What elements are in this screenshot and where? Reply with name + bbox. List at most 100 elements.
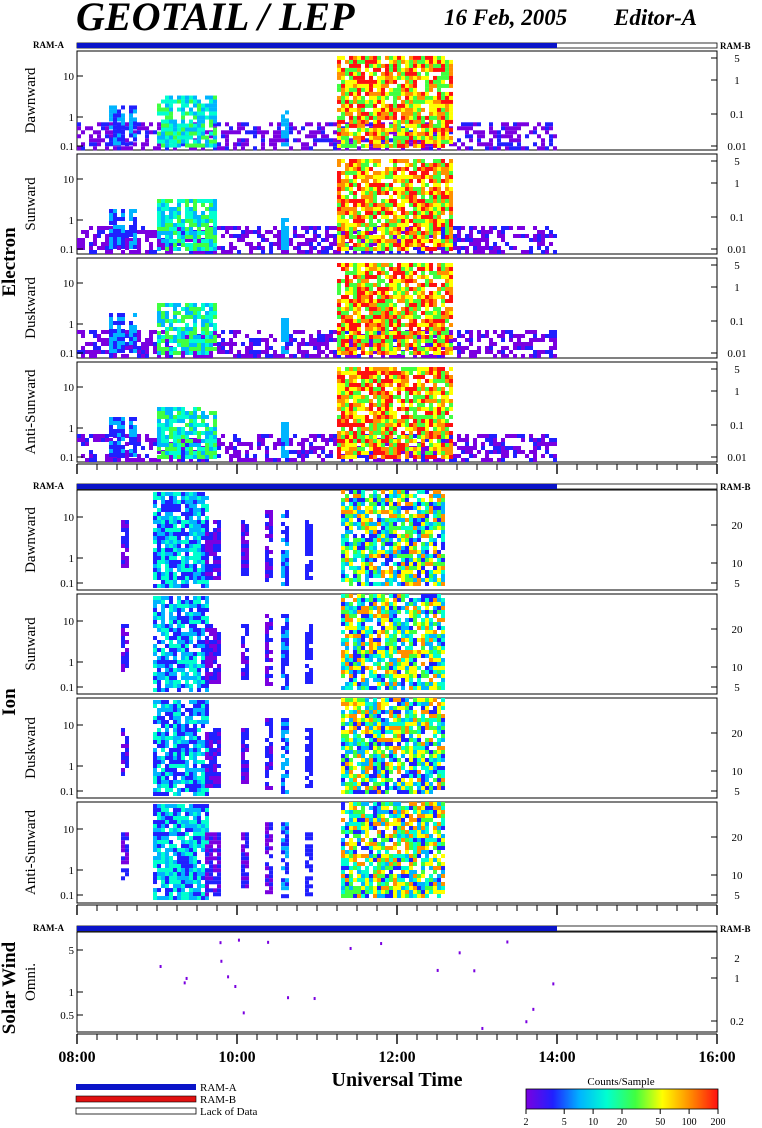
spectrogram-cell: [489, 246, 493, 250]
spectrogram-cell: [157, 450, 161, 454]
y-tick-label-right: 5: [734, 53, 740, 65]
spectrogram-cell: [449, 75, 453, 80]
spectrogram-cell: [209, 211, 213, 215]
spectrogram-cell: [437, 159, 441, 163]
spectrogram-cell: [409, 107, 413, 112]
spectrogram-cell: [397, 63, 401, 68]
spectrogram-cell: [429, 451, 433, 455]
spectrogram-cell: [381, 103, 385, 108]
spectrogram-cell: [349, 315, 353, 319]
spectrogram-cell: [361, 395, 365, 399]
spectrogram-cell: [185, 131, 189, 136]
spectrogram-cell: [393, 271, 397, 275]
spectrogram-cell: [185, 343, 189, 347]
spectrogram-cell: [213, 335, 217, 339]
spectrogram-cell: [409, 135, 413, 140]
spectrogram-cell: [445, 219, 449, 223]
spectrogram-cell: [361, 59, 365, 64]
spectrogram-cell: [157, 455, 161, 459]
spectrogram-cell: [345, 79, 349, 84]
spectrogram-cell: [409, 407, 413, 411]
spectrogram-cell: [309, 338, 313, 342]
spectrogram-cell: [177, 339, 181, 343]
spectrogram-cell: [477, 142, 481, 147]
spectrogram-cell: [389, 323, 393, 327]
spectrogram-cell: [109, 421, 113, 425]
spectrogram-cell: [417, 250, 421, 254]
spectrogram-cell: [361, 235, 365, 239]
spectrogram-cell: [257, 350, 261, 354]
spectrogram-cell: [389, 299, 393, 303]
spectrogram-cell: [369, 354, 373, 358]
spectrogram-cell: [409, 315, 413, 319]
spectrogram-cell: [341, 115, 345, 120]
spectrogram-cell: [373, 299, 377, 303]
spectrogram-cell: [209, 119, 213, 124]
spectrogram-cell: [417, 215, 421, 219]
spectrogram-cell: [485, 242, 489, 246]
spectrogram-cell: [353, 354, 357, 358]
spectrogram-cell: [513, 334, 517, 338]
spectrogram-cell: [425, 75, 429, 80]
spectrogram-cell: [445, 339, 449, 343]
spectrogram-cell: [341, 395, 345, 399]
spectrogram-cell: [357, 395, 361, 399]
spectrogram-cell: [169, 119, 173, 124]
spectrogram-cell: [281, 334, 285, 338]
spectrogram-cell: [325, 346, 329, 350]
spectrogram-cell: [317, 122, 321, 127]
spectrogram-cell: [409, 299, 413, 303]
spectrogram-cell: [197, 343, 201, 347]
spectrogram-cell: [401, 187, 405, 191]
spectrogram-cell: [321, 246, 325, 250]
spectrogram-cell: [445, 291, 449, 295]
spectrogram-cell: [189, 455, 193, 459]
spectrogram-cell: [169, 407, 173, 411]
spectrogram-cell: [253, 230, 257, 234]
spectrogram-cell: [373, 127, 377, 132]
spectrogram-cell: [433, 235, 437, 239]
spectrogram-cell: [349, 167, 353, 171]
spectrogram-cell: [425, 319, 429, 323]
spectrogram-cell: [445, 287, 449, 291]
spectrogram-cell: [193, 123, 197, 128]
spectrogram-cell: [357, 327, 361, 331]
spectrogram-cell: [405, 379, 409, 383]
spectrogram-cell: [213, 99, 217, 104]
spectrogram-cell: [437, 127, 441, 132]
spectrogram-cell: [373, 226, 377, 230]
spectrogram-cell: [365, 267, 369, 271]
spectrogram-cell: [417, 375, 421, 379]
spectrogram-cell: [297, 450, 301, 454]
spectrogram-cell: [505, 142, 509, 147]
spectrogram-cell: [353, 171, 357, 175]
spectrogram-cell: [361, 175, 365, 179]
spectrogram-cell: [381, 79, 385, 84]
spectrogram-cell: [285, 346, 289, 350]
spectrogram-cell: [405, 143, 409, 148]
spectrogram-cell: [389, 411, 393, 415]
spectrogram-cell: [361, 219, 365, 223]
spectrogram-cell: [381, 91, 385, 96]
spectrogram-cell: [349, 215, 353, 219]
spectrogram-cell: [393, 375, 397, 379]
spectrogram-cell: [437, 427, 441, 431]
spectrogram-cell: [441, 331, 445, 335]
spectrogram-cell: [441, 79, 445, 84]
spectrogram-cell: [237, 438, 241, 442]
spectrogram-cell: [365, 183, 369, 187]
spectrogram-cell: [393, 331, 397, 335]
spectrogram-cell: [381, 399, 385, 403]
spectrogram-cell: [361, 375, 365, 379]
spectrogram-cell: [349, 387, 353, 391]
spectrogram-cell: [429, 415, 433, 419]
spectrogram-cell: [449, 335, 453, 339]
spectrogram-cell: [173, 239, 177, 243]
spectrogram-cell: [389, 443, 393, 447]
spectrogram-cell: [201, 146, 205, 151]
spectrogram-cell: [341, 411, 345, 415]
spectrogram-cell: [545, 350, 549, 354]
spectrogram-cell: [445, 407, 449, 411]
spectrogram-cell: [169, 111, 173, 116]
spectrogram-cell: [213, 455, 217, 459]
